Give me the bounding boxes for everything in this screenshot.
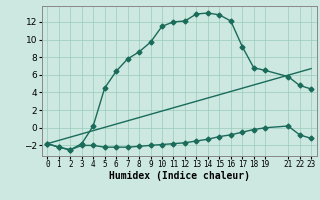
X-axis label: Humidex (Indice chaleur): Humidex (Indice chaleur) bbox=[109, 171, 250, 181]
